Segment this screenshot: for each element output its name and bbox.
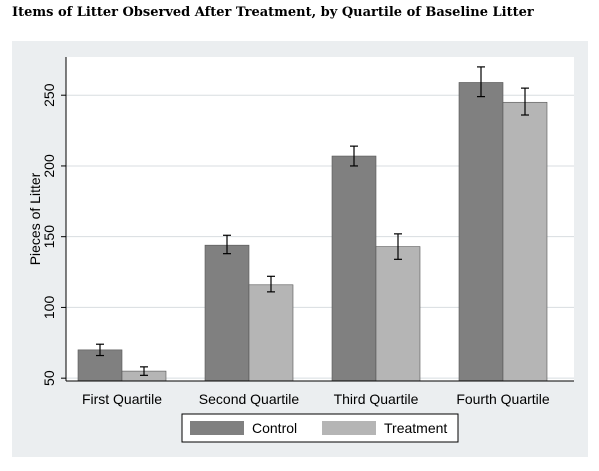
y-tick-label-50: 50 bbox=[41, 370, 57, 386]
legend-swatch-control bbox=[190, 421, 244, 435]
bar-control-3 bbox=[331, 155, 377, 382]
x-tick-label-1: First Quartile bbox=[82, 391, 162, 407]
x-tick-label-3: Third Quartile bbox=[334, 391, 419, 407]
chart-title: Items of Litter Observed After Treatment… bbox=[12, 5, 534, 20]
legend-label-control: Control bbox=[252, 420, 297, 436]
y-axis-title: Pieces of Litter bbox=[27, 172, 43, 265]
error-bars bbox=[96, 66, 529, 376]
y-tick-label-250: 250 bbox=[41, 83, 57, 107]
bar-control-4 bbox=[458, 82, 504, 382]
x-tick-label-4: Fourth Quartile bbox=[456, 391, 550, 407]
legend-swatch-treatment bbox=[322, 421, 376, 435]
y-tick-label-150: 150 bbox=[41, 225, 57, 249]
bar-control-2 bbox=[204, 244, 250, 382]
legend-label-treatment: Treatment bbox=[384, 420, 447, 436]
y-tick-label-100: 100 bbox=[41, 296, 57, 320]
legend: Control Treatment bbox=[181, 413, 459, 443]
bar-treatment-2 bbox=[248, 284, 294, 382]
y-tick-label-200: 200 bbox=[41, 154, 57, 178]
x-tick-label-2: Second Quartile bbox=[199, 391, 300, 407]
bar-treatment-4 bbox=[502, 101, 548, 382]
y-ticks: 50 100 150 200 250 bbox=[41, 83, 66, 386]
x-tick-labels: First Quartile Second Quartile Third Quart… bbox=[82, 391, 550, 407]
bar-treatment-3 bbox=[375, 246, 421, 382]
